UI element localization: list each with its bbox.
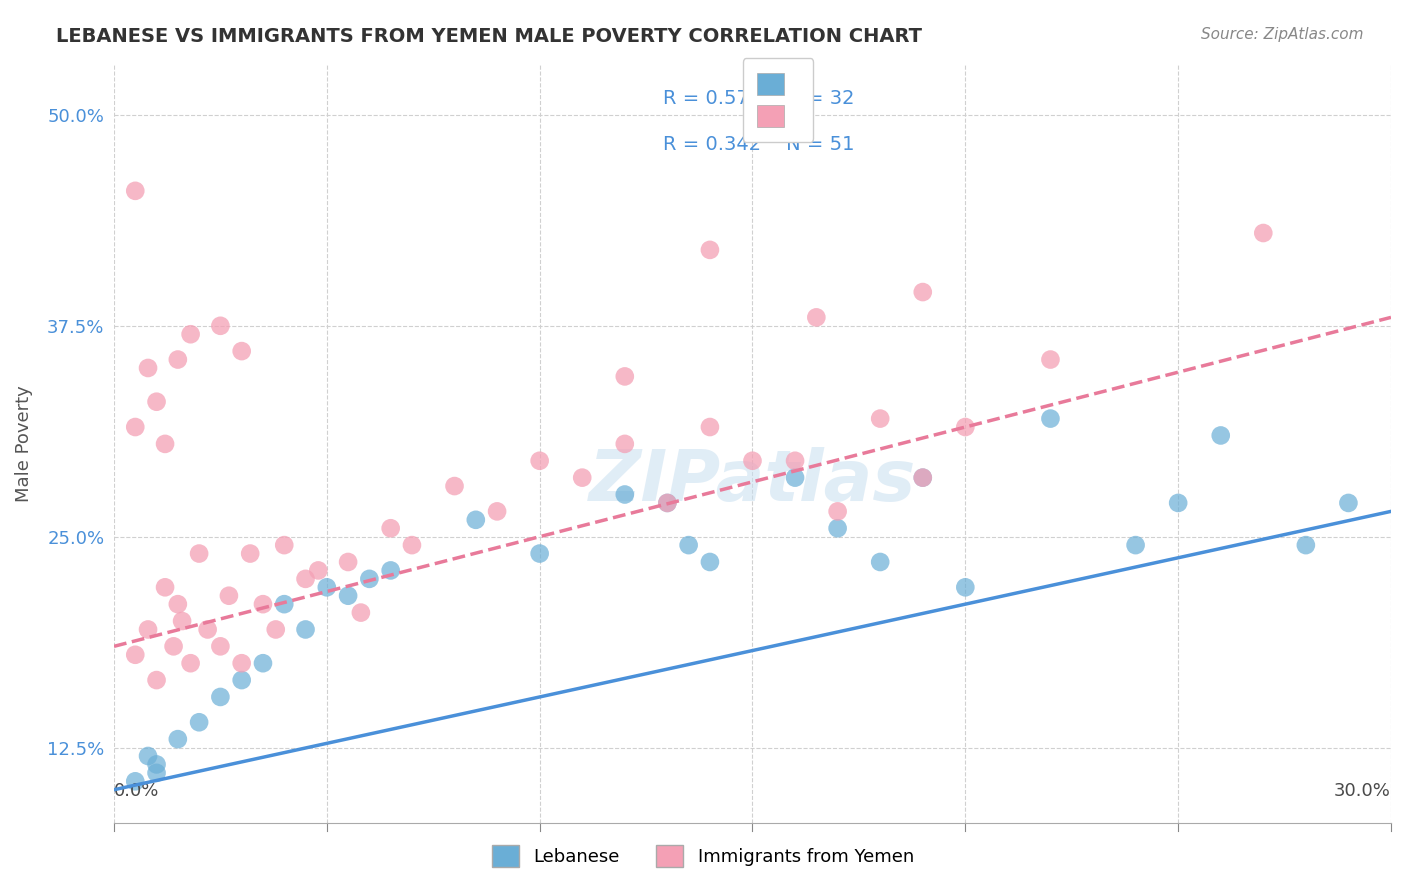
Point (180, 657, 202, 671)
Point (124, 774, 146, 789)
Point (264, 623, 287, 637)
Point (613, 369, 636, 384)
Text: ZIPatlas: ZIPatlas (589, 448, 917, 516)
Point (827, 504, 849, 518)
Point (1337, 496, 1360, 510)
Point (188, 715, 211, 730)
Legend: Lebanese, Immigrants from Yemen: Lebanese, Immigrants from Yemen (485, 838, 921, 874)
Point (955, 580, 977, 594)
Point (209, 690, 232, 704)
Point (380, 563, 402, 577)
Point (657, 496, 679, 510)
Point (172, 614, 194, 628)
Point (613, 437, 636, 451)
Point (350, 606, 373, 620)
Point (359, 572, 381, 586)
Point (239, 547, 262, 561)
Point (273, 597, 295, 611)
Point (218, 589, 240, 603)
Point (741, 454, 763, 468)
Point (337, 589, 360, 603)
Legend: , : , (742, 58, 813, 142)
Point (136, 749, 159, 764)
Point (166, 732, 188, 747)
Point (401, 538, 423, 552)
Point (955, 420, 977, 434)
Point (806, 310, 828, 325)
Point (699, 555, 721, 569)
Point (699, 420, 721, 434)
Text: Source: ZipAtlas.com: Source: ZipAtlas.com (1201, 27, 1364, 42)
Point (231, 673, 253, 687)
Point (307, 563, 329, 577)
Text: R = 0.579    N = 32: R = 0.579 N = 32 (664, 89, 855, 108)
Point (1125, 538, 1147, 552)
Point (380, 521, 402, 535)
Point (678, 538, 700, 552)
Point (231, 657, 253, 671)
Point (197, 623, 219, 637)
Point (783, 470, 806, 484)
Point (699, 243, 721, 257)
Y-axis label: Male Poverty: Male Poverty (15, 385, 32, 502)
Point (571, 470, 593, 484)
Point (180, 327, 202, 342)
Point (136, 361, 159, 376)
Text: LEBANESE VS IMMIGRANTS FROM YEMEN MALE POVERTY CORRELATION CHART: LEBANESE VS IMMIGRANTS FROM YEMEN MALE P… (56, 27, 922, 45)
Point (911, 470, 934, 484)
Point (657, 496, 679, 510)
Point (869, 411, 891, 425)
Point (1039, 352, 1062, 367)
Point (464, 513, 486, 527)
Point (911, 470, 934, 484)
Point (209, 640, 232, 654)
Point (1209, 428, 1232, 442)
Point (145, 673, 167, 687)
Point (166, 597, 188, 611)
Point (162, 640, 184, 654)
Point (783, 454, 806, 468)
Text: R = 0.342    N = 51: R = 0.342 N = 51 (664, 135, 855, 153)
Point (209, 318, 232, 333)
Point (1295, 538, 1317, 552)
Point (911, 285, 934, 299)
Point (153, 437, 176, 451)
Point (124, 420, 146, 434)
Point (145, 394, 167, 409)
Point (124, 0, 146, 12)
Point (124, 184, 146, 198)
Point (136, 623, 159, 637)
Point (145, 765, 167, 780)
Point (294, 572, 316, 586)
Point (252, 597, 274, 611)
Text: 30.0%: 30.0% (1334, 781, 1391, 800)
Point (188, 547, 211, 561)
Point (529, 547, 551, 561)
Point (124, 648, 146, 662)
Point (869, 555, 891, 569)
Point (1167, 496, 1189, 510)
Point (529, 454, 551, 468)
Point (1039, 411, 1062, 425)
Point (231, 344, 253, 359)
Point (252, 657, 274, 671)
Point (145, 757, 167, 772)
Point (486, 504, 509, 518)
Point (166, 352, 188, 367)
Point (337, 555, 360, 569)
Point (294, 623, 316, 637)
Point (153, 580, 176, 594)
Point (827, 521, 849, 535)
Point (1253, 226, 1275, 240)
Point (613, 487, 636, 501)
Text: 0.0%: 0.0% (114, 781, 159, 800)
Point (273, 538, 295, 552)
Point (443, 479, 465, 493)
Point (315, 580, 337, 594)
